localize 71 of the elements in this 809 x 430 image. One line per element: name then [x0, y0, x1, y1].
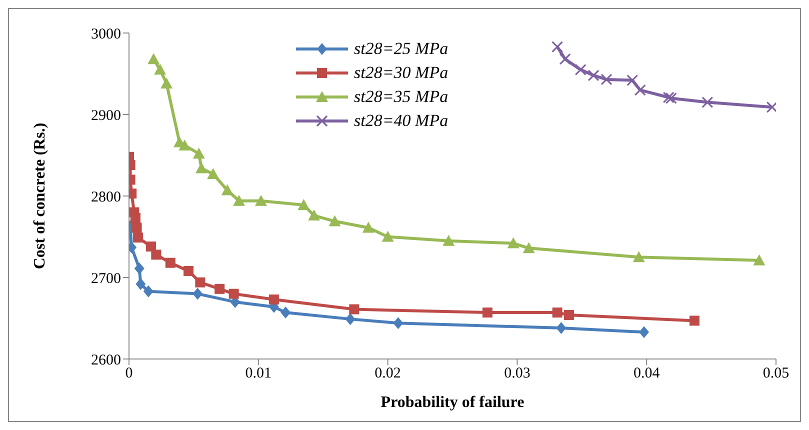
x-tick-label: 0.01: [245, 366, 272, 382]
point: [298, 198, 310, 210]
point: [556, 322, 566, 334]
point: [564, 310, 574, 320]
x-tick-label: 0.05: [762, 366, 790, 382]
point: [689, 316, 700, 326]
point: [132, 222, 142, 233]
point: [662, 92, 674, 104]
point: [133, 232, 144, 243]
point: [192, 288, 203, 300]
point: [221, 184, 234, 196]
point: [146, 242, 156, 252]
point: [522, 242, 535, 254]
point: [507, 237, 520, 248]
point: [160, 78, 173, 89]
point: [559, 53, 571, 65]
y-tick-label: 2700: [91, 270, 121, 287]
point: [702, 96, 714, 108]
x-tick-label: 0: [125, 366, 133, 382]
point: [134, 262, 144, 275]
point: [195, 277, 206, 288]
point: [195, 162, 208, 174]
point: [345, 313, 356, 326]
point: [552, 41, 564, 53]
x-tick-label: 0.03: [504, 366, 530, 382]
point: [178, 139, 191, 150]
point: [349, 304, 360, 314]
legend-label: st28=35 MPa: [354, 87, 448, 107]
y-tick-label: 2600: [91, 352, 121, 368]
point: [753, 254, 766, 266]
x-axis-title: Probability of failure: [380, 394, 524, 411]
point: [184, 266, 194, 276]
y-tick-label: 3000: [91, 26, 121, 42]
y-tick-label: 2800: [91, 189, 121, 206]
point: [232, 194, 245, 206]
legend-label: st28=25 MPa: [354, 39, 448, 59]
x-tick-label: 0.02: [374, 366, 401, 382]
point: [254, 194, 267, 206]
point: [382, 230, 394, 242]
point: [639, 326, 650, 338]
point: [154, 64, 166, 75]
point: [151, 250, 162, 260]
point: [552, 308, 562, 318]
point: [207, 168, 220, 179]
point: [143, 285, 154, 298]
point: [482, 308, 492, 318]
point: [393, 317, 404, 330]
point: [214, 284, 225, 294]
legend-label: st28=40 MPa: [354, 111, 448, 131]
point: [165, 258, 176, 268]
point: [136, 278, 146, 290]
point: [634, 84, 646, 96]
point: [268, 294, 279, 305]
point: [362, 222, 374, 233]
y-tick-label: 2900: [91, 108, 121, 124]
point: [328, 215, 341, 226]
x-tick-label: 0.04: [633, 366, 660, 382]
point: [588, 70, 600, 82]
point: [228, 288, 239, 299]
point: [192, 148, 205, 159]
point: [574, 64, 586, 76]
point: [600, 74, 612, 86]
point: [626, 74, 638, 86]
point: [148, 53, 160, 64]
point: [280, 306, 291, 319]
legend-label: st28=30 MPa: [354, 63, 448, 83]
point: [442, 234, 455, 246]
point: [665, 92, 677, 104]
point: [632, 251, 645, 262]
point: [308, 210, 320, 221]
y-axis-title: Cost of concrete (Rs.): [32, 122, 49, 270]
